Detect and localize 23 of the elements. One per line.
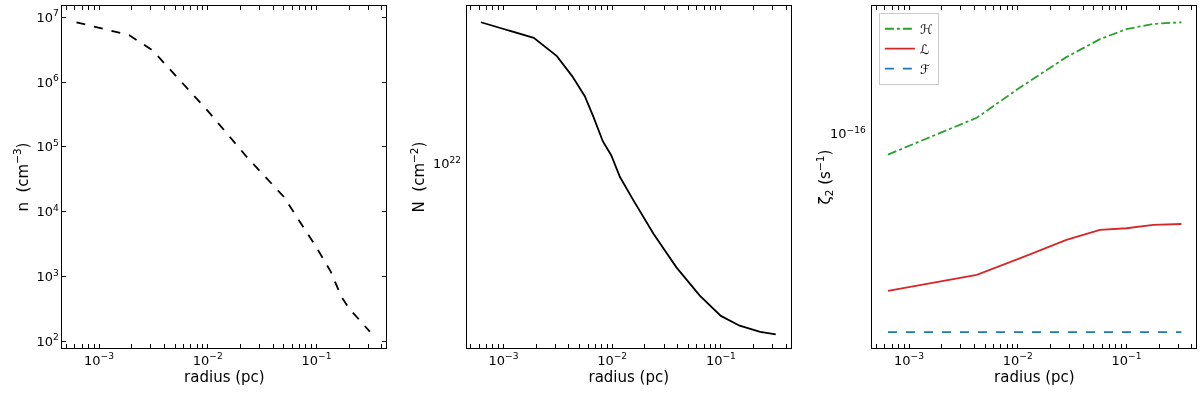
x-axis-title: radius (pc) [184,367,265,386]
y-tick-label: 10$^{2}$ [36,332,59,349]
legend-label: ℒ [919,41,930,57]
x-tick-label: 10$^{−3}$ [488,351,519,368]
y-tick-label: 10$^{5}$ [36,137,59,155]
x-tick-label: 10$^{−2}$ [192,351,223,368]
x-tick-label: 10$^{−3}$ [84,351,115,368]
text: 10$^{22}$ [433,155,462,172]
x-tick-label: 10$^{−2}$ [597,351,628,368]
y-tick-label: 10$^{6}$ [36,73,59,90]
x-tick-label: 10$^{−1}$ [301,351,332,368]
x-tick-label: 10$^{−3}$ [894,351,925,368]
y-tick-label: 10$^{4}$ [36,202,59,220]
y-tick-label: 10$^{3}$ [36,267,59,284]
x-tick-label: 10$^{−1}$ [1111,351,1142,368]
legend-label: ℋ [919,21,933,37]
x-tick-label: 10$^{−1}$ [705,351,736,368]
y-tick-label: 10$^{7}$ [36,8,59,25]
legend-label: ℱ [919,61,931,77]
x-axis-title: radius (pc) [994,367,1075,386]
x-tick-label: 10$^{−2}$ [1002,351,1033,368]
text: 10$^{−16}$ [830,125,866,142]
x-axis-title: radius (pc) [588,367,670,386]
